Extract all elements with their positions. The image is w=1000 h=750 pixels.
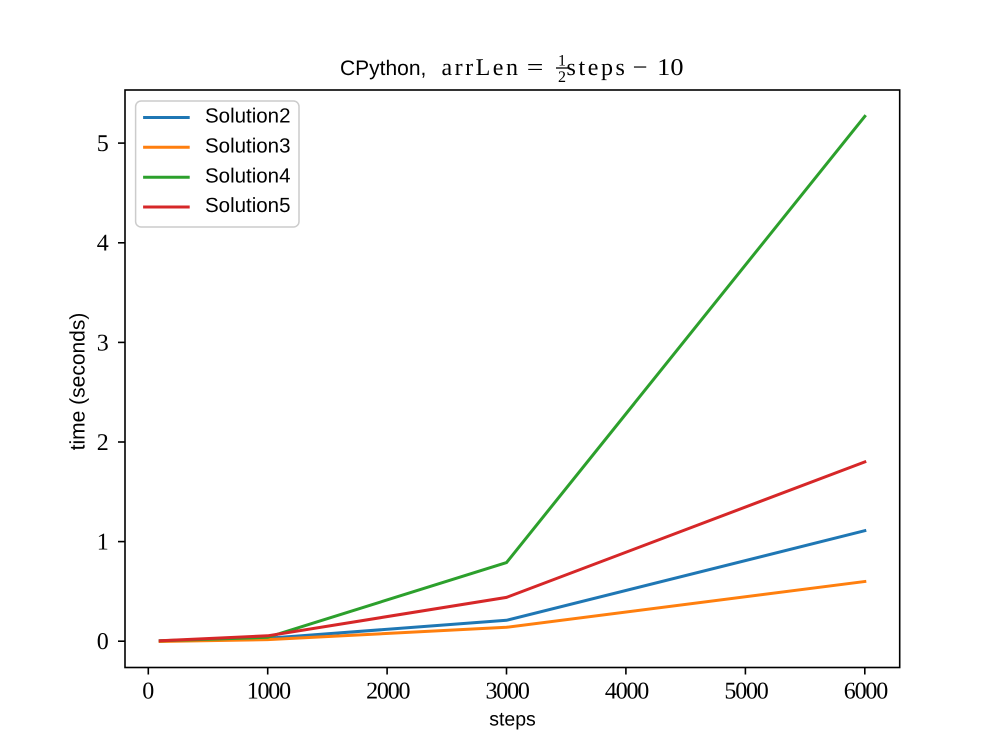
svg-text:0: 0: [97, 629, 109, 655]
svg-text:Solution5: Solution5: [205, 194, 290, 217]
svg-text:2000: 2000: [366, 679, 410, 705]
svg-text:3000: 3000: [485, 679, 529, 705]
svg-text:−: −: [633, 55, 648, 81]
svg-text:steps: steps: [567, 55, 628, 81]
svg-text:3: 3: [97, 330, 109, 356]
svg-text:4: 4: [97, 231, 109, 257]
svg-text:steps: steps: [489, 709, 536, 731]
svg-text:Solution4: Solution4: [205, 164, 290, 187]
svg-text:5: 5: [97, 131, 109, 157]
svg-text:0: 0: [142, 679, 154, 705]
svg-text:4000: 4000: [605, 679, 649, 705]
svg-text:5000: 5000: [724, 679, 768, 705]
svg-text:Solution2: Solution2: [205, 105, 290, 128]
svg-text:1000: 1000: [247, 679, 291, 705]
svg-text:time (seconds): time (seconds): [67, 313, 90, 451]
svg-text:Solution3: Solution3: [205, 135, 290, 158]
svg-text:CPython,: CPython,: [340, 57, 426, 80]
svg-text:10: 10: [657, 55, 683, 81]
svg-text:6000: 6000: [844, 679, 888, 705]
svg-text:arrLen: arrLen: [442, 55, 521, 81]
svg-text:=: =: [527, 55, 544, 81]
svg-text:2: 2: [558, 69, 566, 86]
svg-text:2: 2: [97, 430, 109, 456]
svg-text:1: 1: [97, 530, 109, 556]
svg-text:1: 1: [558, 53, 566, 70]
